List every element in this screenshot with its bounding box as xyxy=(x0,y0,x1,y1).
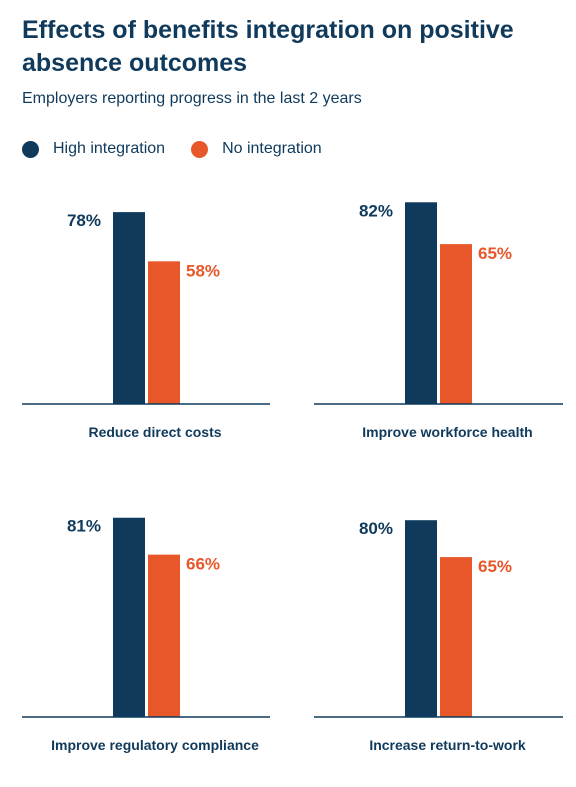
bar-no-integration xyxy=(440,244,472,404)
panel-title: Reduce direct costs xyxy=(88,424,221,440)
data-label-none: 65% xyxy=(478,557,512,576)
data-label-none: 65% xyxy=(478,244,512,263)
bar-high-integration xyxy=(113,212,145,404)
data-label-none: 66% xyxy=(186,555,220,574)
panel-title: Improve workforce health xyxy=(362,424,532,440)
chart-subtitle: Employers reporting progress in the last… xyxy=(22,90,362,107)
data-label-none: 58% xyxy=(186,261,220,280)
data-label-high: 82% xyxy=(359,201,393,220)
bar-high-integration xyxy=(405,520,437,717)
bar-no-integration xyxy=(440,557,472,717)
bar-no-integration xyxy=(148,554,180,717)
bar-high-integration xyxy=(113,517,145,717)
panel-title: Increase return-to-work xyxy=(369,737,526,753)
legend: High integration No integration xyxy=(22,137,348,161)
legend-swatch-high xyxy=(22,140,39,158)
legend-swatch-none xyxy=(191,140,209,158)
legend-label-none: No integration xyxy=(222,140,322,157)
legend-label-high: High integration xyxy=(53,140,166,157)
data-label-high: 80% xyxy=(359,519,393,538)
data-label-high: 81% xyxy=(67,517,101,536)
data-label-high: 78% xyxy=(67,211,101,230)
legend-item-high: High integration xyxy=(22,140,165,158)
chart-title: Effects of benefits integration on posit… xyxy=(22,16,514,77)
legend-item-none: No integration xyxy=(191,140,322,158)
panel-title: Improve regulatory compliance xyxy=(51,737,259,753)
bar-no-integration xyxy=(148,261,180,404)
bar-high-integration xyxy=(405,202,437,404)
